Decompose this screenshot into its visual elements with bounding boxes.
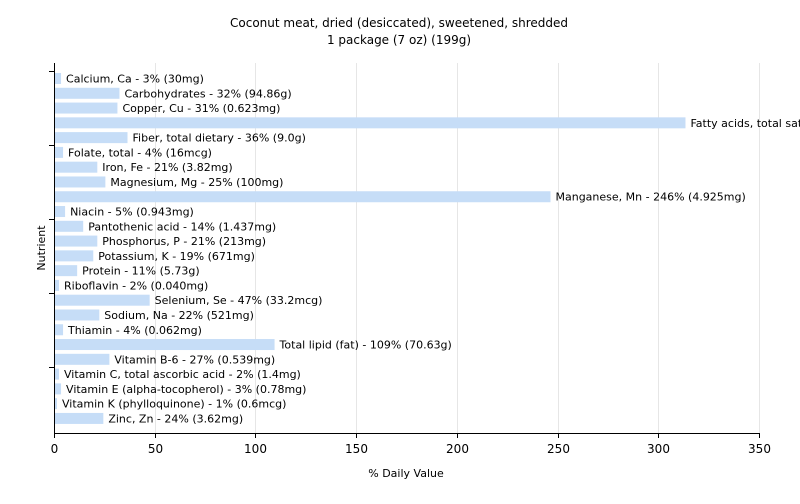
bar-label: Protein - 11% (5.73g) xyxy=(82,265,200,278)
bar-label: Zinc, Zn - 24% (3.62mg) xyxy=(108,412,243,425)
bar-label: Magnesium, Mg - 25% (100mg) xyxy=(110,176,283,189)
bar xyxy=(55,412,104,424)
bar xyxy=(55,161,98,173)
bar xyxy=(55,309,100,321)
bar-label: Vitamin E (alpha-tocopherol) - 3% (0.78m… xyxy=(66,383,306,396)
bar-label: Phosphorus, P - 21% (213mg) xyxy=(102,235,266,248)
x-tick-label: 100 xyxy=(244,442,267,456)
bar xyxy=(55,87,120,99)
chart-title: Coconut meat, dried (desiccated), sweete… xyxy=(230,16,568,30)
axes: 0 50 100 150 200 250 300 350 xyxy=(49,63,771,456)
bar-label: Total lipid (fat) - 109% (70.63g) xyxy=(279,339,452,352)
x-tick-label: 0 xyxy=(51,442,59,456)
bar xyxy=(55,383,62,395)
x-tick-label: 200 xyxy=(446,442,469,456)
bar-label: Vitamin C, total ascorbic acid - 2% (1.4… xyxy=(64,368,301,381)
x-tick-label: 300 xyxy=(647,442,670,456)
bar xyxy=(55,279,60,291)
bar-label: Riboflavin - 2% (0.040mg) xyxy=(64,279,208,292)
bar-label: Fatty acids, total saturated - 313% (62.… xyxy=(690,117,800,130)
x-tick-label: 350 xyxy=(748,442,771,456)
bar-label: Pantothenic acid - 14% (1.437mg) xyxy=(88,220,276,233)
bar-label: Potassium, K - 19% (671mg) xyxy=(98,250,255,263)
x-tick-label: 50 xyxy=(148,442,163,456)
chart-subtitle: 1 package (7 oz) (199g) xyxy=(327,33,471,47)
bar xyxy=(55,146,64,158)
bar xyxy=(55,235,98,247)
bar-label: Folate, total - 4% (16mcg) xyxy=(68,146,212,159)
bar xyxy=(55,353,110,365)
bar-label: Vitamin K (phylloquinone) - 1% (0.6mcg) xyxy=(62,398,286,411)
bar-label: Thiamin - 4% (0.062mg) xyxy=(67,324,202,337)
bars xyxy=(55,73,686,424)
bar-label: Vitamin B-6 - 27% (0.539mg) xyxy=(114,353,275,366)
bar-label: Iron, Fe - 21% (3.82mg) xyxy=(102,161,232,174)
bar xyxy=(55,117,686,129)
bar xyxy=(55,191,551,203)
bar-label: Niacin - 5% (0.943mg) xyxy=(70,206,194,219)
bar-label: Carbohydrates - 32% (94.86g) xyxy=(124,87,291,100)
bar-label: Manganese, Mn - 246% (4.925mg) xyxy=(556,191,746,204)
bar xyxy=(55,339,275,351)
x-tick-label: 150 xyxy=(345,442,368,456)
bar xyxy=(55,324,64,336)
bar xyxy=(55,294,150,306)
bar xyxy=(55,220,84,232)
bar-label: Copper, Cu - 31% (0.623mg) xyxy=(122,102,280,115)
x-tick-label: 250 xyxy=(547,442,570,456)
bar xyxy=(55,132,128,144)
bar xyxy=(55,265,78,277)
bar-label: Sodium, Na - 22% (521mg) xyxy=(104,309,254,322)
bar xyxy=(55,73,62,84)
bar xyxy=(55,250,94,262)
bar xyxy=(55,176,106,188)
bar-label: Calcium, Ca - 3% (30mg) xyxy=(66,73,204,86)
bar-labels: Calcium, Ca - 3% (30mg)Carbohydrates - 3… xyxy=(62,73,800,426)
bar xyxy=(55,368,60,380)
bar-label: Selenium, Se - 47% (33.2mcg) xyxy=(155,294,323,307)
bar-label: Fiber, total dietary - 36% (9.0g) xyxy=(133,132,306,145)
x-axis-title: % Daily Value xyxy=(368,467,444,480)
bar xyxy=(55,398,58,410)
bar xyxy=(55,206,66,218)
bar xyxy=(55,102,118,114)
y-axis-title: Nutrient xyxy=(35,225,48,271)
